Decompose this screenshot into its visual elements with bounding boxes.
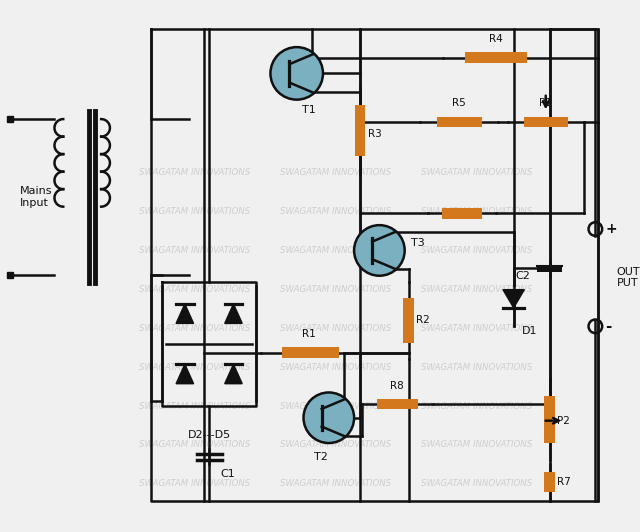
Bar <box>403 298 414 343</box>
Text: SWAGATAM INNOVATIONS: SWAGATAM INNOVATIONS <box>139 324 250 332</box>
Text: R3: R3 <box>368 129 381 139</box>
Text: SWAGATAM INNOVATIONS: SWAGATAM INNOVATIONS <box>421 440 532 450</box>
Text: SWAGATAM INNOVATIONS: SWAGATAM INNOVATIONS <box>280 363 391 372</box>
Text: P1: P1 <box>540 98 552 109</box>
Text: R2: R2 <box>417 315 430 326</box>
Text: T3: T3 <box>410 238 424 248</box>
Text: SWAGATAM INNOVATIONS: SWAGATAM INNOVATIONS <box>280 324 391 332</box>
Bar <box>377 399 418 410</box>
Text: R4: R4 <box>489 34 503 44</box>
Text: D2---D5: D2---D5 <box>188 430 230 440</box>
Polygon shape <box>176 364 193 384</box>
Text: SWAGATAM INNOVATIONS: SWAGATAM INNOVATIONS <box>421 285 532 294</box>
Text: SWAGATAM INNOVATIONS: SWAGATAM INNOVATIONS <box>280 207 391 216</box>
Text: SWAGATAM INNOVATIONS: SWAGATAM INNOVATIONS <box>139 479 250 488</box>
Polygon shape <box>225 304 242 323</box>
Text: SWAGATAM INNOVATIONS: SWAGATAM INNOVATIONS <box>280 285 391 294</box>
Text: SWAGATAM INNOVATIONS: SWAGATAM INNOVATIONS <box>139 285 250 294</box>
Text: P2: P2 <box>557 415 570 426</box>
Bar <box>537 265 563 272</box>
Text: C2: C2 <box>516 271 531 281</box>
Text: R8: R8 <box>390 380 404 390</box>
Text: +: + <box>605 222 617 236</box>
Bar <box>282 347 339 358</box>
Text: SWAGATAM INNOVATIONS: SWAGATAM INNOVATIONS <box>139 246 250 255</box>
Circle shape <box>303 393 354 443</box>
Text: SWAGATAM INNOVATIONS: SWAGATAM INNOVATIONS <box>280 168 391 177</box>
Text: SWAGATAM INNOVATIONS: SWAGATAM INNOVATIONS <box>421 246 532 255</box>
Bar <box>442 208 482 219</box>
Text: SWAGATAM INNOVATIONS: SWAGATAM INNOVATIONS <box>280 440 391 450</box>
Text: OUT
PUT: OUT PUT <box>617 267 640 288</box>
Text: SWAGATAM INNOVATIONS: SWAGATAM INNOVATIONS <box>421 168 532 177</box>
Text: SWAGATAM INNOVATIONS: SWAGATAM INNOVATIONS <box>139 168 250 177</box>
Text: SWAGATAM INNOVATIONS: SWAGATAM INNOVATIONS <box>280 479 391 488</box>
Circle shape <box>354 225 404 276</box>
Text: T2: T2 <box>314 452 328 462</box>
Polygon shape <box>225 364 242 384</box>
Text: R1: R1 <box>303 329 316 339</box>
Bar <box>465 53 527 63</box>
Polygon shape <box>176 304 193 323</box>
Bar <box>436 117 482 127</box>
Text: C1: C1 <box>221 469 236 479</box>
Text: T1: T1 <box>301 105 316 115</box>
Bar <box>355 105 365 156</box>
Text: SWAGATAM INNOVATIONS: SWAGATAM INNOVATIONS <box>139 207 250 216</box>
Bar <box>544 472 555 492</box>
Text: R7: R7 <box>557 477 571 487</box>
Text: SWAGATAM INNOVATIONS: SWAGATAM INNOVATIONS <box>421 324 532 332</box>
Text: Mains
Input: Mains Input <box>19 186 52 207</box>
Text: SWAGATAM INNOVATIONS: SWAGATAM INNOVATIONS <box>421 207 532 216</box>
Text: -: - <box>605 319 611 334</box>
Text: SWAGATAM INNOVATIONS: SWAGATAM INNOVATIONS <box>139 402 250 411</box>
Text: SWAGATAM INNOVATIONS: SWAGATAM INNOVATIONS <box>421 479 532 488</box>
Text: D1: D1 <box>522 326 537 336</box>
Text: R5: R5 <box>452 98 466 109</box>
Text: SWAGATAM INNOVATIONS: SWAGATAM INNOVATIONS <box>139 363 250 372</box>
Polygon shape <box>503 289 524 308</box>
Bar <box>544 396 555 443</box>
Text: SWAGATAM INNOVATIONS: SWAGATAM INNOVATIONS <box>139 440 250 450</box>
Text: SWAGATAM INNOVATIONS: SWAGATAM INNOVATIONS <box>421 363 532 372</box>
Bar <box>524 117 568 127</box>
Text: SWAGATAM INNOVATIONS: SWAGATAM INNOVATIONS <box>280 246 391 255</box>
Circle shape <box>271 47 323 99</box>
Text: SWAGATAM INNOVATIONS: SWAGATAM INNOVATIONS <box>280 402 391 411</box>
Text: SWAGATAM INNOVATIONS: SWAGATAM INNOVATIONS <box>421 402 532 411</box>
